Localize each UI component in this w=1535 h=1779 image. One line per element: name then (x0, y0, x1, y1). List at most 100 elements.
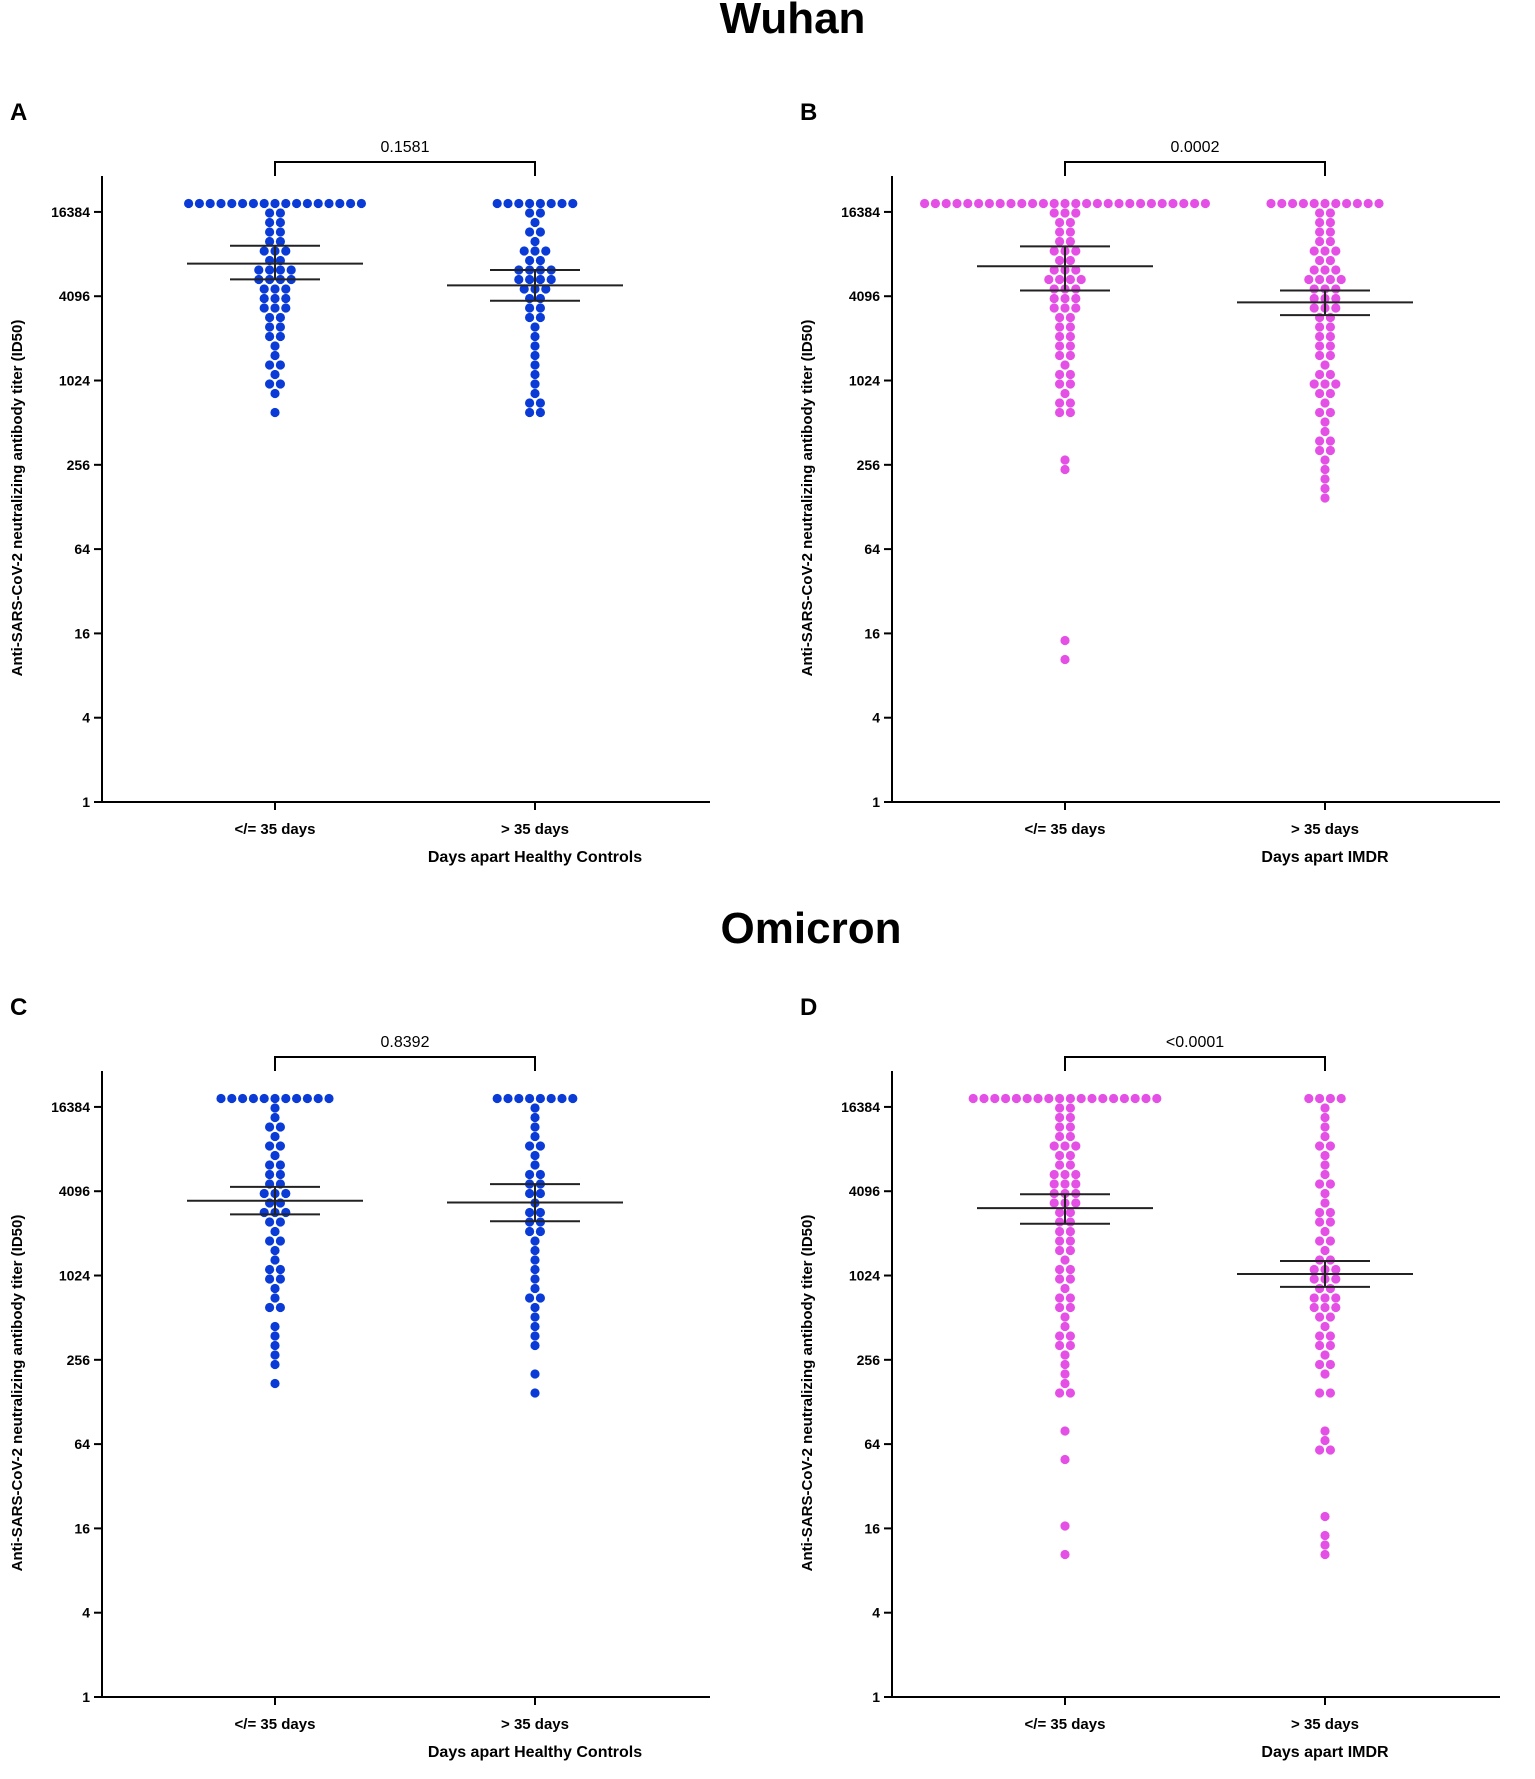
data-point (1065, 398, 1075, 408)
data-point (275, 1236, 285, 1246)
data-point (302, 1093, 312, 1104)
y-tick-label: 64 (74, 541, 90, 557)
data-point (1325, 436, 1335, 446)
data-point (1315, 445, 1325, 456)
data-point (1141, 1093, 1151, 1104)
data-point (525, 208, 535, 218)
data-point (530, 1340, 540, 1351)
data-point (270, 1340, 280, 1351)
data-point (1060, 1321, 1070, 1332)
panel-letter: D (800, 994, 817, 1021)
data-point (184, 198, 194, 209)
data-point (519, 284, 529, 294)
data-point (1055, 1103, 1065, 1113)
y-tick-label: 1 (872, 1689, 880, 1705)
data-point (1309, 284, 1319, 294)
data-point (525, 1226, 535, 1237)
data-point (265, 1264, 275, 1275)
data-point (227, 1093, 237, 1104)
significance-bracket (1064, 161, 1326, 176)
data-point (1315, 1255, 1325, 1265)
data-point (1320, 246, 1330, 256)
data-point (1071, 284, 1081, 294)
data-point (1065, 1131, 1075, 1142)
data-point (1071, 1169, 1081, 1180)
data-point (546, 1093, 556, 1104)
x-tick-label: </= 35 days (1025, 821, 1106, 838)
data-point (270, 293, 280, 304)
y-tick-label: 256 (857, 1352, 881, 1368)
data-point (1320, 1511, 1330, 1522)
data-point (535, 303, 546, 313)
data-point (275, 1198, 285, 1208)
data-point (503, 198, 513, 209)
data-point (1320, 1160, 1330, 1170)
data-point (1309, 265, 1319, 275)
data-point (313, 1093, 323, 1104)
data-point (270, 1350, 280, 1360)
data-point (216, 198, 226, 209)
data-point (1065, 1122, 1075, 1132)
p-value-label: <0.0001 (1166, 1034, 1224, 1051)
data-point (1109, 1093, 1119, 1104)
data-point (265, 227, 275, 237)
x-axis-label: Days apart IMDR (1261, 1744, 1389, 1761)
data-point (238, 1093, 248, 1104)
data-point (1320, 1122, 1330, 1132)
data-point (530, 1160, 540, 1170)
data-point (1060, 1255, 1070, 1265)
data-point (1325, 331, 1335, 342)
data-point (1352, 198, 1362, 209)
data-point (205, 198, 215, 209)
data-point (530, 1369, 540, 1379)
title-omicron: Omicron (720, 904, 902, 953)
data-point (1315, 217, 1325, 228)
data-point (270, 1103, 280, 1113)
data-point (270, 1331, 280, 1341)
data-point (1071, 1179, 1081, 1189)
data-point (324, 198, 334, 209)
data-point (1320, 1226, 1330, 1237)
data-point (519, 246, 529, 256)
data-point (1049, 198, 1059, 209)
data-point (1060, 1369, 1070, 1379)
data-point (1304, 274, 1314, 285)
data-point (1065, 331, 1075, 342)
data-point (1315, 369, 1325, 380)
data-point (530, 360, 540, 370)
data-point (1200, 198, 1210, 209)
data-point (1331, 303, 1341, 313)
data-point (1065, 227, 1075, 237)
x-tick-label: > 35 days (501, 821, 569, 838)
data-point (1320, 1103, 1330, 1113)
data-point (1065, 1160, 1075, 1170)
data-point (1179, 198, 1189, 209)
data-point (530, 322, 540, 332)
data-point (1060, 635, 1070, 646)
data-point (1055, 341, 1065, 351)
data-point (984, 198, 994, 209)
data-point (1049, 1169, 1059, 1180)
data-point (1320, 360, 1330, 370)
data-point (1125, 198, 1135, 209)
data-point (1146, 198, 1156, 209)
data-point (1325, 227, 1335, 237)
data-point (1065, 341, 1075, 351)
x-tick-label: > 35 days (1291, 1716, 1359, 1733)
data-point (1065, 274, 1075, 285)
data-point (270, 388, 280, 399)
y-tick-label: 4096 (849, 1183, 880, 1199)
data-point (530, 388, 540, 399)
data-point (1320, 1426, 1330, 1436)
data-point (535, 1169, 546, 1180)
data-point (1044, 1093, 1054, 1104)
data-point (265, 1217, 275, 1227)
p-value-label: 0.0002 (1171, 139, 1220, 156)
data-point (1049, 303, 1059, 313)
p-value-label: 0.1581 (381, 139, 430, 156)
data-point (1071, 303, 1081, 313)
data-point (265, 1302, 275, 1313)
data-point (1065, 1388, 1075, 1398)
data-point (514, 1093, 524, 1104)
data-point (275, 236, 285, 247)
